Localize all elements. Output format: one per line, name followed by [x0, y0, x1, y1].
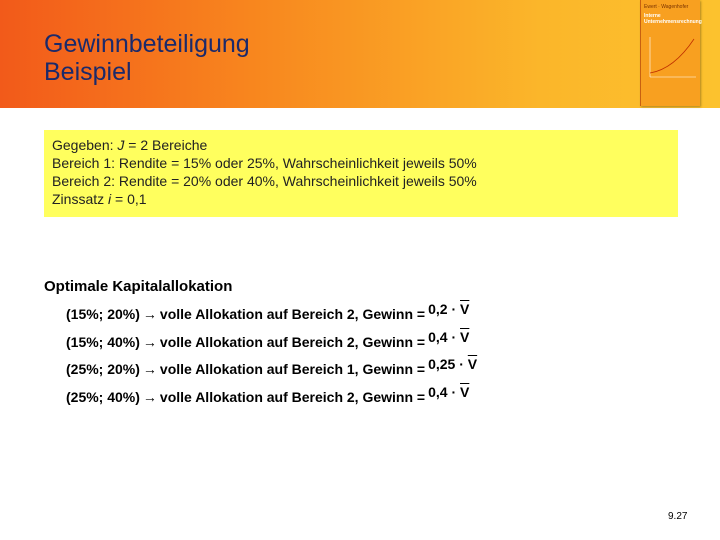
factor: 0,4 · [428, 328, 457, 345]
cover-author: Ewert · Wagenhofer [644, 4, 689, 10]
return-pair: (15%; 40%) [66, 333, 140, 350]
title-line: Beispiel [44, 58, 132, 86]
given-line: Gegeben: J = 2 Bereiche [52, 136, 670, 154]
text: = 0,1 [111, 191, 147, 207]
allocation-row: (25%; 40%) → volle Allokation auf Bereich … [66, 384, 469, 405]
title-line: Gewinnbeteiligung [44, 30, 250, 58]
cover-graphic [649, 37, 696, 78]
given-line: Zinssatz i = 0,1 [52, 190, 670, 208]
arrow: → [142, 388, 157, 405]
factor: 0,2 · [428, 301, 457, 317]
allocation-row: (25%; 20%) → volle Allokation auf Bereich … [66, 356, 477, 377]
variable: V [460, 328, 470, 345]
page-number: 9.27 [668, 511, 688, 522]
header-band [0, 0, 720, 108]
allocation-row: (15%; 20%) → volle Allokation auf Bereich … [66, 301, 469, 322]
arrow: → [142, 333, 157, 350]
row-text: volle Allokation auf Bereich 2, Gewinn = [159, 333, 426, 350]
row-text: volle Allokation auf Bereich 2, Gewinn = [159, 306, 426, 322]
return-pair: (25%; 40%) [66, 388, 140, 405]
row-text: volle Allokation auf Bereich 1, Gewinn = [159, 361, 426, 377]
variable: V [460, 301, 470, 317]
symbol: i [108, 191, 112, 207]
text: = 2 Bereiche [124, 137, 208, 153]
symbol: J [117, 137, 125, 153]
cover-title: Interne [644, 13, 661, 19]
variable: V [467, 356, 478, 372]
given-line: Bereich 1: Rendite = 15% oder 25%, Wahrs… [52, 155, 477, 171]
allocation-row: (15%; 40%) → volle Allokation auf Bereich … [66, 329, 469, 350]
return-pair: (25%; 20%) [66, 361, 140, 377]
gain: 0,2 · V [428, 301, 469, 317]
gain: 0,25 · V [428, 356, 477, 372]
given-box: Gegeben: J = 2 Bereiche Bereich 1: Rendi… [44, 130, 678, 217]
arrow: → [142, 306, 157, 322]
given-line: Bereich 2: Rendite = 20% oder 40%, Wahrs… [52, 173, 477, 189]
factor: 0,4 · [428, 383, 457, 400]
heading: Optimale Kapitalallokation [44, 278, 233, 295]
title: Gewinnbeteiligung Beispiel [44, 30, 250, 86]
gain: 0,4 · V [428, 329, 469, 345]
return-pair: (15%; 20%) [66, 306, 140, 322]
factor: 0,25 · [428, 356, 464, 372]
book-cover: Ewert · Wagenhofer Interne Unternehmensr… [640, 0, 702, 106]
variable: V [460, 383, 470, 400]
gain: 0,4 · V [428, 384, 469, 400]
arrow: → [142, 361, 157, 377]
row-text: volle Allokation auf Bereich 2, Gewinn = [159, 388, 426, 405]
cover-title: Unternehmensrechnung [644, 19, 702, 25]
text: Gegeben: [52, 137, 118, 153]
text: Zinssatz [52, 191, 109, 207]
